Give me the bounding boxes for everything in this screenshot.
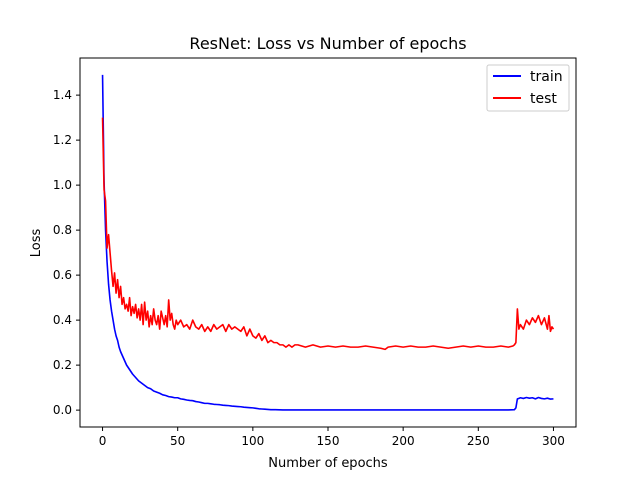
legend: train test	[486, 64, 570, 112]
y-axis-ticks: 0.0 0.2 0.4 0.6 0.8 1.0 1.2 1.4	[53, 88, 80, 417]
legend-label-train: train	[530, 69, 563, 85]
y-tick-label: 0.4	[53, 313, 72, 327]
x-tick-label: 150	[317, 434, 340, 448]
x-axis-label: Number of epochs	[268, 456, 388, 471]
y-tick-label: 0.8	[53, 223, 72, 237]
series-line-train	[101, 74, 554, 411]
x-tick-label: 100	[241, 434, 264, 448]
x-tick-label: 0	[99, 434, 107, 448]
y-tick-label: 1.4	[53, 88, 72, 102]
series-layer	[101, 74, 555, 411]
x-tick-label: 300	[542, 434, 565, 448]
series-line-test	[101, 117, 555, 351]
y-tick-label: 0.6	[53, 268, 72, 282]
y-tick-label: 1.2	[53, 133, 72, 147]
chart-title: ResNet: Loss vs Number of epochs	[189, 34, 466, 53]
x-axis-ticks: 0 50 100 150 200 250 300	[99, 427, 565, 448]
y-axis-label: Loss	[29, 229, 44, 258]
y-tick-label: 0.2	[53, 358, 72, 372]
x-tick-label: 200	[392, 434, 415, 448]
legend-label-test: test	[530, 91, 557, 107]
x-tick-label: 50	[170, 434, 185, 448]
y-tick-label: 0.0	[53, 403, 72, 417]
x-tick-label: 250	[467, 434, 490, 448]
y-tick-label: 1.0	[53, 178, 72, 192]
plot-area: 0 50 100 150 200 250 300 0.0 0.2 0.4 0.6 0.8 1.0 1.2…	[53, 57, 577, 448]
